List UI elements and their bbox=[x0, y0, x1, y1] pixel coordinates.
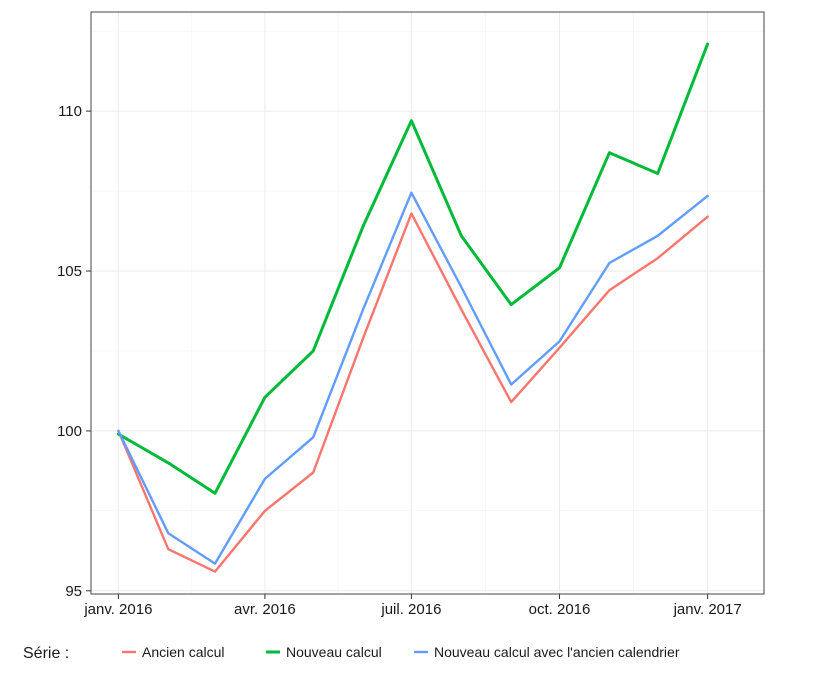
y-tick-label: 95 bbox=[65, 583, 82, 600]
grid-lines bbox=[91, 12, 764, 594]
legend-title: Série : bbox=[23, 645, 69, 662]
x-tick-label: janv. 2016 bbox=[83, 601, 152, 618]
x-tick-label: janv. 2017 bbox=[673, 601, 742, 618]
series-line-3 bbox=[117, 191, 709, 565]
y-axis: 95 100 105 110 bbox=[57, 103, 91, 600]
legend: Série : Ancien calcul Nouveau calcul Nouvea… bbox=[23, 644, 680, 662]
x-tick-label: avr. 2016 bbox=[234, 601, 296, 618]
legend-label-2: Nouveau calcul bbox=[286, 644, 382, 660]
series-line-2 bbox=[116, 42, 710, 495]
x-tick-label: juil. 2016 bbox=[380, 601, 441, 618]
y-tick-label: 100 bbox=[57, 423, 82, 440]
x-axis: janv. 2016 avr. 2016 juil. 2016 oct. 2016 ja… bbox=[83, 594, 742, 618]
plot-area bbox=[90, 11, 765, 595]
plot-border bbox=[90, 11, 765, 595]
y-tick-label: 105 bbox=[57, 263, 82, 280]
x-tick-label: oct. 2016 bbox=[529, 601, 591, 618]
series-line-1 bbox=[117, 212, 709, 573]
y-tick-label: 110 bbox=[58, 103, 82, 120]
legend-label-3: Nouveau calcul avec l'ancien calendrier bbox=[434, 644, 680, 660]
series-lines bbox=[116, 42, 710, 573]
legend-label-1: Ancien calcul bbox=[142, 644, 225, 660]
plot-panel bbox=[90, 11, 765, 595]
